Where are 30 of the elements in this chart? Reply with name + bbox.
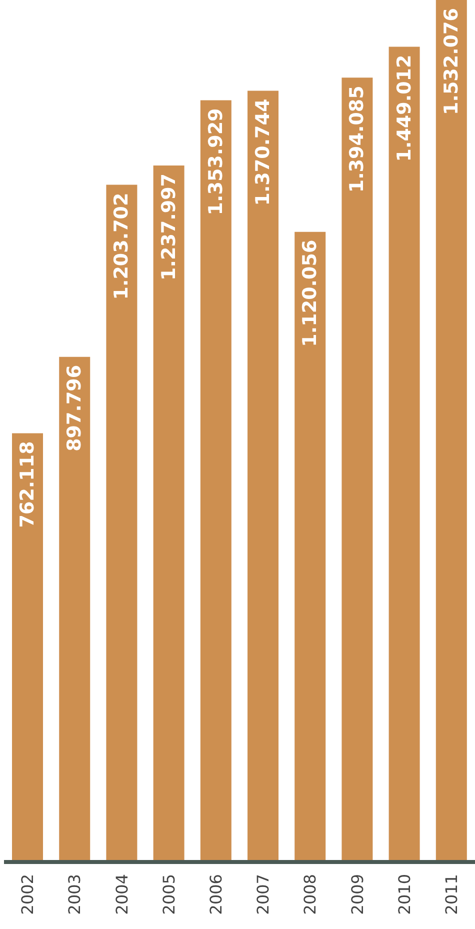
data-label: 1.203.702 bbox=[110, 192, 133, 300]
bar bbox=[388, 46, 420, 862]
x-tick-label: 2003 bbox=[65, 874, 84, 915]
x-tick-label: 2005 bbox=[159, 874, 178, 915]
data-label: 762.118 bbox=[16, 441, 39, 528]
data-label: 1.353.929 bbox=[204, 108, 227, 216]
x-tick-label: 2006 bbox=[206, 874, 226, 915]
bar bbox=[200, 100, 232, 862]
x-tick-label: 2009 bbox=[348, 874, 367, 915]
data-label: 1.532.076 bbox=[440, 8, 462, 115]
data-label: 1.449.012 bbox=[393, 54, 416, 162]
bar bbox=[342, 78, 373, 862]
data-label: 1.394.085 bbox=[346, 86, 368, 193]
bar bbox=[106, 184, 138, 862]
data-label: 1.237.997 bbox=[158, 173, 180, 280]
data-label: 1.370.744 bbox=[252, 98, 274, 206]
x-tick-label: 2008 bbox=[300, 874, 320, 915]
bar bbox=[153, 165, 184, 862]
data-label: 1.120.056 bbox=[299, 240, 322, 347]
x-tick-label: 2010 bbox=[394, 874, 414, 915]
bar bbox=[59, 356, 90, 862]
bar bbox=[294, 232, 326, 862]
x-tick-label: 2002 bbox=[18, 874, 38, 915]
bar bbox=[436, 0, 467, 862]
x-tick-label: 2004 bbox=[112, 874, 132, 915]
bar bbox=[248, 90, 279, 862]
data-label: 897.796 bbox=[64, 364, 86, 452]
x-tick-label: 2007 bbox=[254, 874, 273, 915]
x-tick-label: 2011 bbox=[442, 874, 461, 915]
bar bbox=[12, 433, 44, 862]
